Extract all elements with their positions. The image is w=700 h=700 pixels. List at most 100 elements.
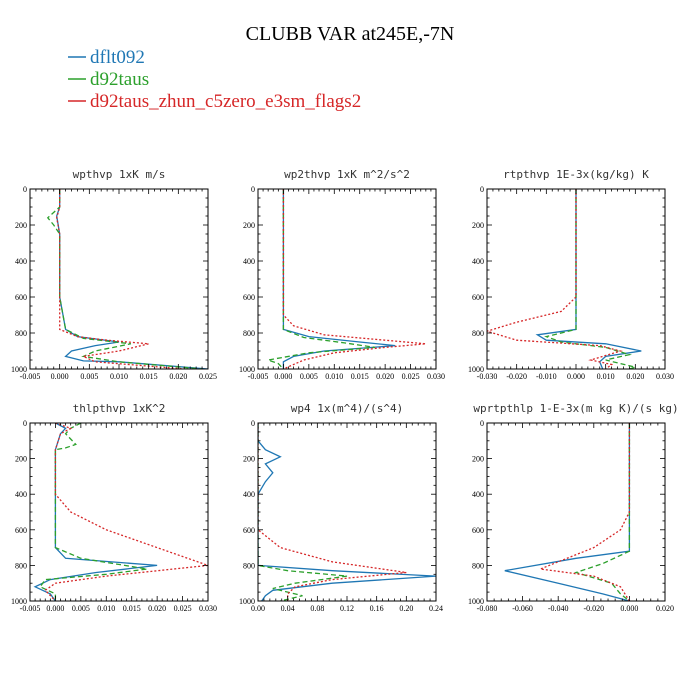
xtick-label-2-0: -0.030 — [477, 372, 498, 381]
xtick-label-4-2: 0.08 — [310, 604, 324, 613]
ytick-label-5-4: 800 — [472, 561, 484, 570]
panel-title-2: rtpthvp 1E-3x(kg/kg) K — [503, 168, 649, 181]
xtick-label-0-2: 0.005 — [80, 372, 98, 381]
series-line-4-0 — [258, 423, 436, 601]
ytick-label-5-3: 600 — [472, 526, 484, 535]
xtick-label-2-2: -0.010 — [536, 372, 557, 381]
ytick-label-4-5: 1000 — [239, 597, 255, 606]
xtick-label-0-3: 0.010 — [110, 372, 128, 381]
ytick-label-4-4: 800 — [243, 561, 255, 570]
ytick-label-4-1: 200 — [243, 455, 255, 464]
figure-title: CLUBB VAR at245E,-7N — [246, 23, 455, 45]
xtick-label-4-3: 0.12 — [340, 604, 354, 613]
xtick-label-4-4: 0.16 — [370, 604, 384, 613]
ytick-label-1-3: 600 — [243, 293, 255, 302]
xtick-label-3-2: 0.005 — [72, 604, 90, 613]
panel-title-1: wp2thvp 1xK m^2/s^2 — [284, 168, 410, 181]
ytick-label-2-1: 200 — [472, 221, 484, 230]
ytick-label-2-4: 800 — [472, 329, 484, 338]
ytick-label-0-4: 800 — [15, 329, 27, 338]
xtick-label-3-0: -0.005 — [20, 604, 41, 613]
series-line-0-2 — [56, 189, 185, 369]
xtick-label-1-5: 0.020 — [376, 372, 394, 381]
xtick-label-3-5: 0.020 — [148, 604, 166, 613]
xtick-label-5-1: -0.060 — [512, 604, 533, 613]
ytick-label-2-5: 1000 — [468, 365, 484, 374]
ytick-label-4-0: 0 — [251, 419, 255, 428]
xtick-label-1-1: 0.000 — [274, 372, 292, 381]
ytick-label-0-3: 600 — [15, 293, 27, 302]
xtick-label-3-6: 0.025 — [174, 604, 192, 613]
ytick-label-5-0: 0 — [480, 419, 484, 428]
ytick-label-3-1: 200 — [15, 455, 27, 464]
ytick-label-5-2: 400 — [472, 490, 484, 499]
ytick-label-3-0: 0 — [23, 419, 27, 428]
series-line-5-0 — [504, 423, 631, 601]
ytick-label-0-0: 0 — [23, 185, 27, 194]
series-line-5-2 — [537, 423, 631, 601]
ytick-label-0-5: 1000 — [11, 365, 27, 374]
series-line-3-2 — [44, 423, 208, 601]
ytick-label-3-3: 600 — [15, 526, 27, 535]
ytick-label-1-5: 1000 — [239, 365, 255, 374]
xtick-label-0-0: -0.005 — [20, 372, 41, 381]
xtick-label-3-7: 0.030 — [199, 604, 217, 613]
series-line-2-2 — [487, 189, 623, 369]
xtick-label-2-5: 0.020 — [626, 372, 644, 381]
legend-label-2: d92taus_zhun_c5zero_e3sm_flags2 — [90, 91, 361, 112]
series-line-1-2 — [282, 189, 426, 369]
ytick-label-2-2: 400 — [472, 257, 484, 266]
xtick-label-3-1: 0.000 — [46, 604, 64, 613]
xtick-label-0-5: 0.020 — [169, 372, 187, 381]
ytick-label-3-5: 1000 — [11, 597, 27, 606]
ytick-label-5-1: 200 — [472, 455, 484, 464]
series-line-2-0 — [535, 189, 642, 369]
panel-5: wprtpthlp 1-E-3x(m kg K)/(s kg) 0 200 400 60… — [468, 402, 679, 613]
legend-label-1: d92taus — [90, 69, 149, 90]
xtick-label-1-0: -0.005 — [248, 372, 269, 381]
series-line-4-1 — [258, 423, 348, 601]
ytick-label-1-0: 0 — [251, 185, 255, 194]
series-line-3-1 — [39, 423, 148, 601]
xtick-label-0-6: 0.025 — [199, 372, 217, 381]
panel-title-4: wp4 1x(m^4)/(s^4) — [291, 402, 404, 415]
series-line-3-0 — [33, 423, 158, 601]
xtick-label-1-6: 0.025 — [402, 372, 420, 381]
xtick-label-1-4: 0.015 — [351, 372, 369, 381]
panel-title-3: thlpthvp 1xK^2 — [73, 402, 166, 415]
ytick-label-0-2: 400 — [15, 257, 27, 266]
xtick-label-2-1: -0.020 — [506, 372, 527, 381]
ytick-label-2-0: 0 — [480, 185, 484, 194]
panel-0: wpthvp 1xK m/s 0 200 400 600 800 1000-0.005 0.0… — [11, 168, 217, 381]
panel-frame-5 — [486, 422, 666, 602]
xtick-label-5-5: 0.020 — [656, 604, 674, 613]
ytick-label-3-2: 400 — [15, 490, 27, 499]
legend: dflt092 d92taus d92taus_zhun_c5zero_e3sm… — [68, 47, 361, 112]
panel-title-5: wprtpthlp 1-E-3x(m kg K)/(s kg) — [473, 402, 678, 415]
xtick-label-1-2: 0.005 — [300, 372, 318, 381]
panel-2: rtpthvp 1E-3x(kg/kg) K02004006008001000-… — [468, 168, 674, 381]
xtick-label-5-0: -0.080 — [477, 604, 498, 613]
xtick-label-2-6: 0.030 — [656, 372, 674, 381]
xtick-label-4-1: 0.04 — [281, 604, 295, 613]
panel-1: wp2thvp 1xK m^2/s^2 0 200 400 600 800 1000-0.0… — [239, 168, 445, 381]
xtick-label-2-4: 0.010 — [597, 372, 615, 381]
xtick-label-1-7: 0.030 — [427, 372, 445, 381]
xtick-label-4-6: 0.24 — [429, 604, 443, 613]
ytick-label-1-1: 200 — [243, 221, 255, 230]
panel-title-0: wpthvp 1xK m/s — [73, 168, 166, 181]
xtick-label-5-4: 0.000 — [620, 604, 638, 613]
series-line-4-2 — [258, 423, 407, 601]
panel-3: thlpthvp 1xK^2 0 200 400 600 800 1000-0.005 0.0… — [11, 402, 217, 613]
xtick-label-3-3: 0.010 — [97, 604, 115, 613]
series-line-2-1 — [544, 189, 638, 369]
panel-frame-1 — [257, 188, 437, 370]
xtick-label-0-1: 0.000 — [51, 372, 69, 381]
legend-label-0: dflt092 — [90, 47, 145, 68]
xtick-label-3-4: 0.015 — [123, 604, 141, 613]
series-line-5-1 — [573, 423, 631, 601]
xtick-label-0-4: 0.015 — [140, 372, 158, 381]
series-line-0-1 — [46, 189, 203, 369]
